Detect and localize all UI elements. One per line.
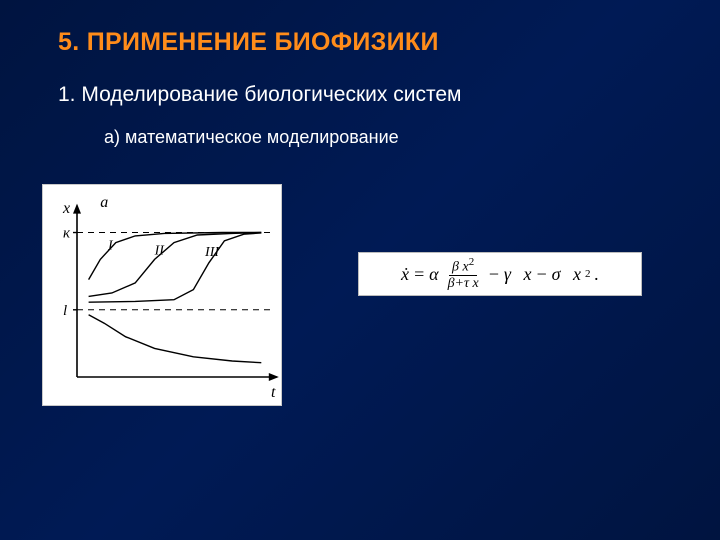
slide: 5. ПРИМЕНЕНИЕ БИОФИЗИКИ 1. Моделирование… <box>0 0 720 540</box>
formula-eq: = <box>413 264 425 285</box>
formula-gamma: γ <box>504 264 511 285</box>
chart-svg: xtaкlIIIIII <box>43 185 283 407</box>
slide-subsub: а) математическое моделирование <box>104 127 662 148</box>
frac-num: β x2 <box>449 257 477 277</box>
frac-den-var: x <box>473 276 479 291</box>
formula-sigma-exp: 2 <box>585 268 591 280</box>
svg-text:III: III <box>204 245 220 260</box>
formula-lhs: ẋ <box>401 264 409 285</box>
formula-tail: . <box>595 264 600 285</box>
svg-text:II: II <box>154 243 166 258</box>
svg-text:a: a <box>100 194 108 211</box>
formula-gamma-x: x <box>523 264 531 285</box>
formula-alpha: α <box>429 264 438 285</box>
formula-panel: ẋ = α β x2 β+τ x − γ x − σ x2. <box>358 252 642 296</box>
formula-sigma-x: x <box>573 264 581 285</box>
slide-title: 5. ПРИМЕНЕНИЕ БИОФИЗИКИ <box>58 28 662 57</box>
frac-den-b: τ <box>464 276 469 291</box>
frac-num-coef: β <box>452 259 459 274</box>
svg-text:t: t <box>271 384 276 401</box>
svg-text:к: к <box>63 226 71 242</box>
frac-den-plus: + <box>455 276 464 291</box>
frac-den-a: β <box>448 276 455 291</box>
frac-num-exp: 2 <box>469 256 475 268</box>
svg-text:l: l <box>63 303 67 319</box>
chart-panel: xtaкlIIIIII <box>42 184 282 406</box>
formula-minus1: − <box>488 264 500 285</box>
formula-minus2: − <box>535 264 547 285</box>
svg-text:x: x <box>62 200 70 217</box>
formula-sigma: σ <box>552 264 561 285</box>
formula-fraction: β x2 β+τ x <box>445 257 482 292</box>
formula: ẋ = α β x2 β+τ x − γ x − σ x2. <box>401 257 599 292</box>
frac-den: β+τ x <box>445 276 482 291</box>
slide-subtitle: 1. Моделирование биологических систем <box>58 83 662 107</box>
